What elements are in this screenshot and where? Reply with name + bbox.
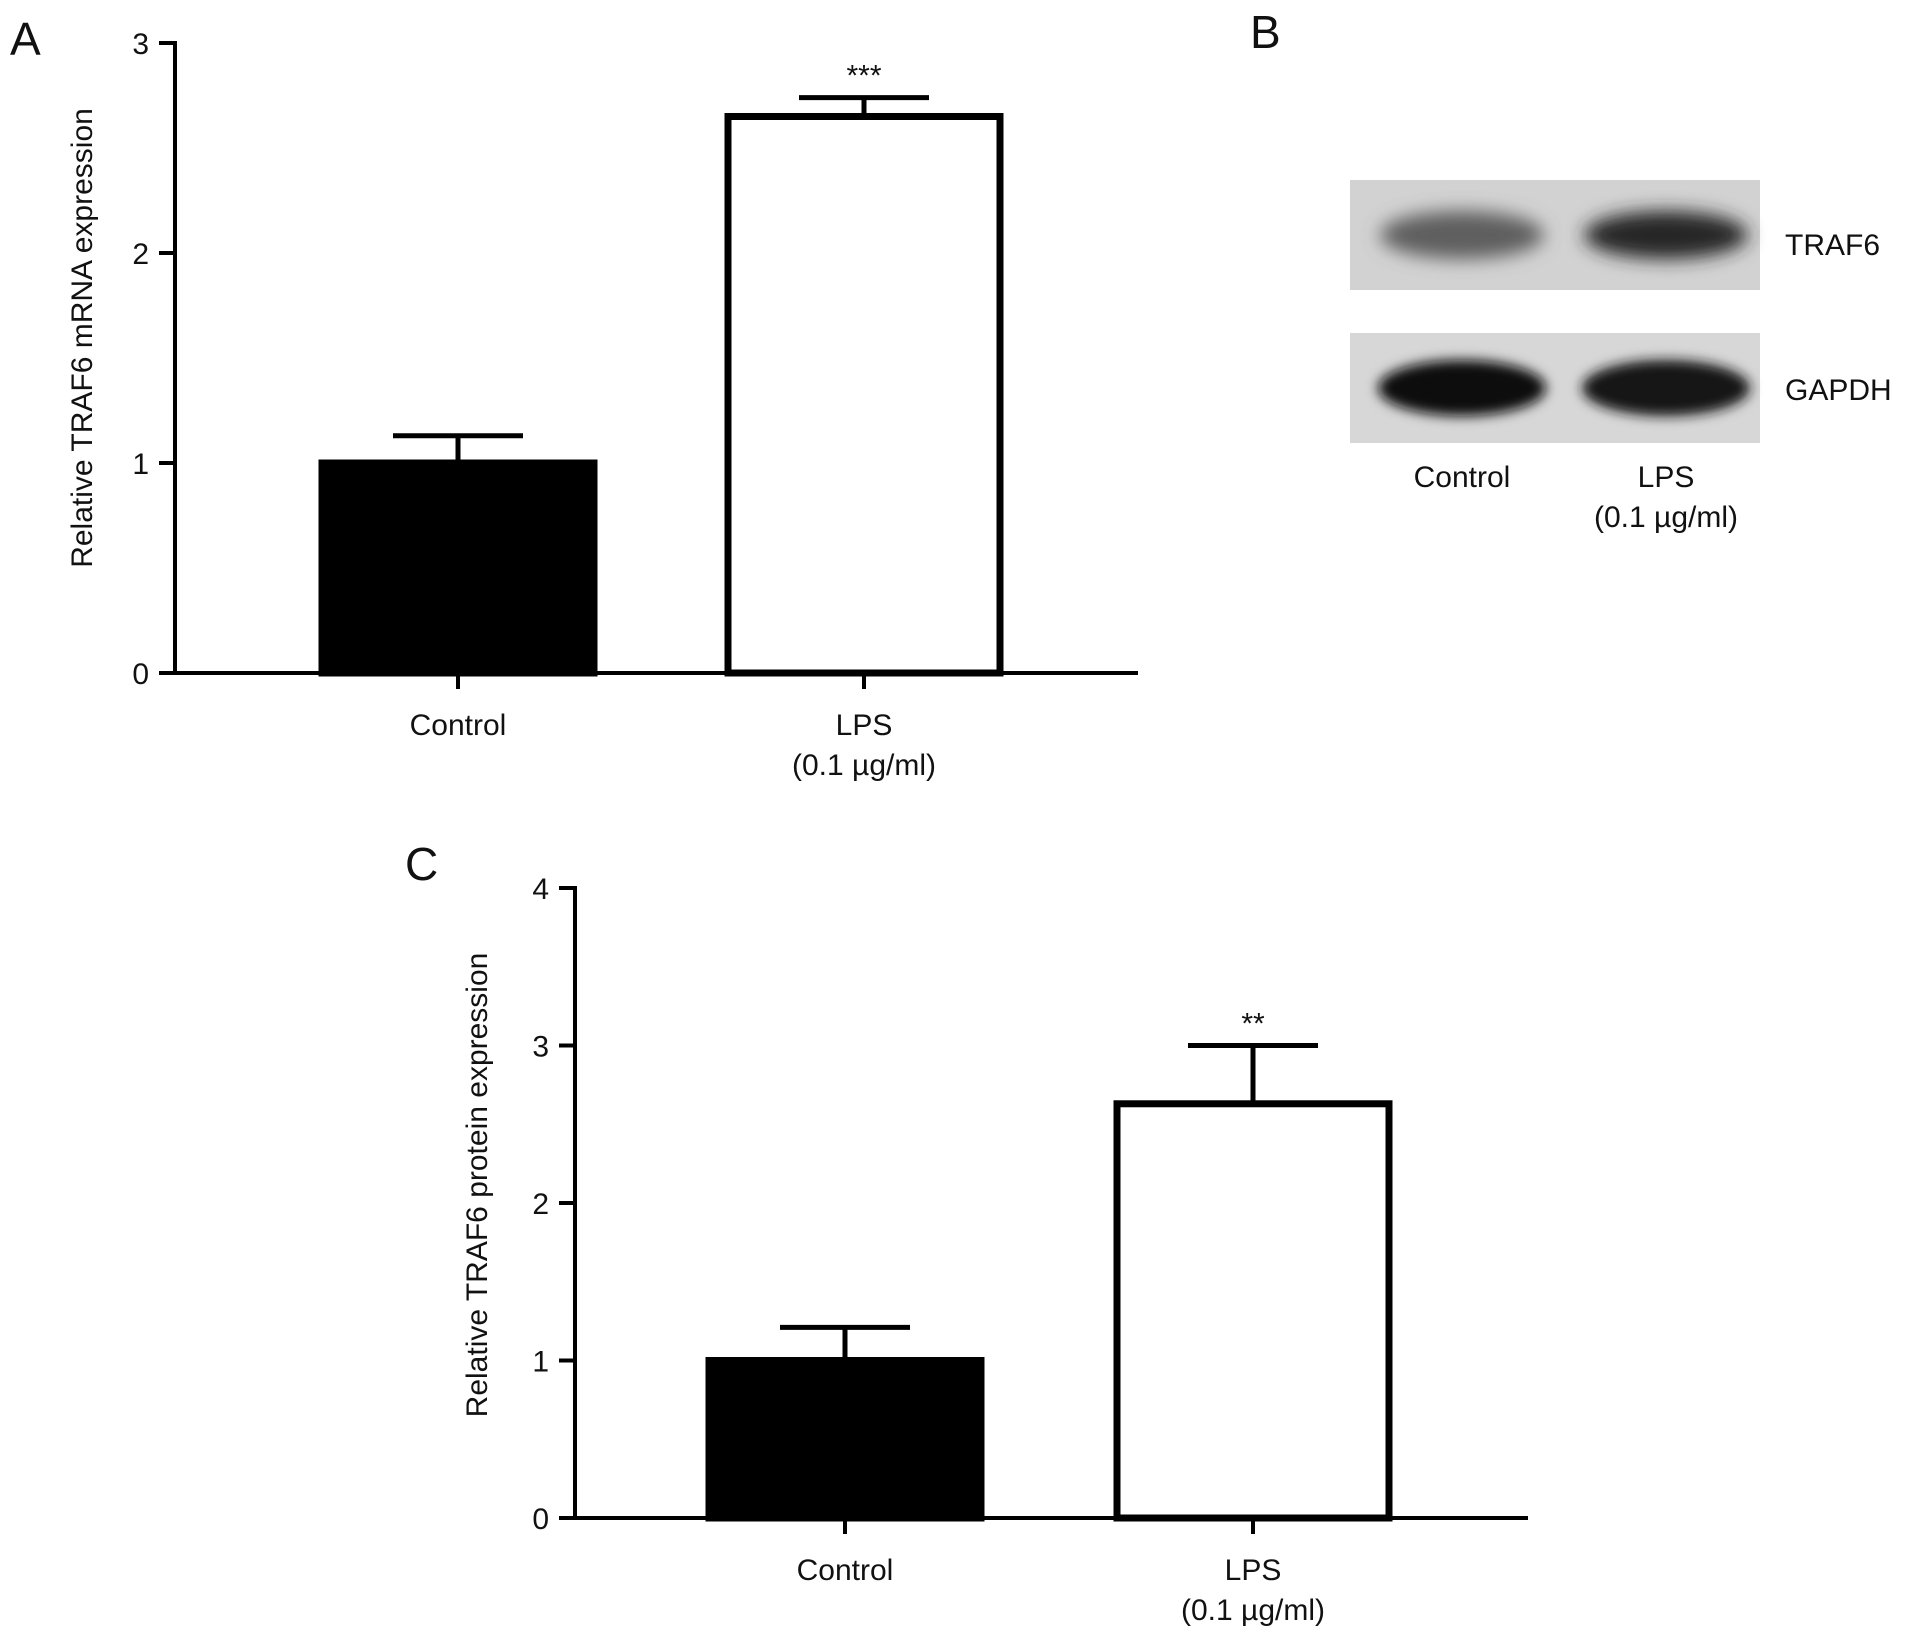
chart-c-category-label: LPS (1225, 1554, 1282, 1587)
chart-a-bar (724, 113, 1004, 677)
chart-a-y-tick-label: 0 (132, 658, 149, 691)
chart-c-protein: Relative TRAF6 protein expression 0 1 2 3 4 C… (461, 873, 1528, 1627)
chart-c-bar (1113, 1100, 1393, 1522)
blot-band-traf6-lane-2 (1584, 211, 1748, 259)
chart-c-y-tick-label: 3 (532, 1031, 549, 1064)
blot-band-gapdh-lane-1 (1378, 360, 1546, 416)
blot-row-label-gapdh: GAPDH (1785, 374, 1892, 407)
panel-a-letter: A (10, 13, 41, 65)
chart-c-y-tick-label: 2 (532, 1188, 549, 1221)
chart-c-category-label: (0.1 µg/ml) (1181, 1594, 1325, 1627)
chart-a-y-tick-label: 2 (132, 238, 149, 271)
chart-a-mrna: Relative TRAF6 mRNA expression 0 1 2 3 Contr… (66, 28, 1138, 782)
western-blot-panel-b: TRAF6 GAPDH Control LPS (0.1 µg/ml) (1350, 180, 1892, 534)
blot-lane-label-lps: LPS (1638, 461, 1695, 494)
chart-c-y-tick-label: 4 (532, 873, 549, 906)
panel-c-letter: C (405, 838, 438, 890)
chart-a-significance-label: *** (846, 60, 881, 93)
panel-b-letter: B (1250, 6, 1281, 58)
chart-a-bar (318, 459, 598, 677)
blot-band-gapdh-lane-2 (1582, 360, 1750, 416)
chart-c-significance-label: ** (1241, 1008, 1265, 1041)
chart-c-category-label: Control (797, 1554, 894, 1587)
chart-c-y-tick-label: 1 (532, 1346, 549, 1379)
blot-band-traf6-lane-1 (1380, 211, 1544, 259)
chart-a-y-tick-label: 3 (132, 28, 149, 61)
chart-a-y-tick-label: 1 (132, 448, 149, 481)
chart-a-category-label: (0.1 µg/ml) (792, 749, 936, 782)
chart-a-category-label: LPS (836, 709, 893, 742)
chart-c-bar (705, 1357, 985, 1522)
chart-a-category-label: Control (410, 709, 507, 742)
blot-lane-label-control: Control (1414, 461, 1511, 494)
chart-c-y-axis-title: Relative TRAF6 protein expression (461, 953, 494, 1418)
chart-c-y-tick-label: 0 (532, 1503, 549, 1536)
blot-row-label-traf6: TRAF6 (1785, 229, 1880, 262)
chart-a-y-axis-title: Relative TRAF6 mRNA expression (66, 108, 99, 568)
blot-lane-label-lps-dose: (0.1 µg/ml) (1594, 501, 1738, 534)
